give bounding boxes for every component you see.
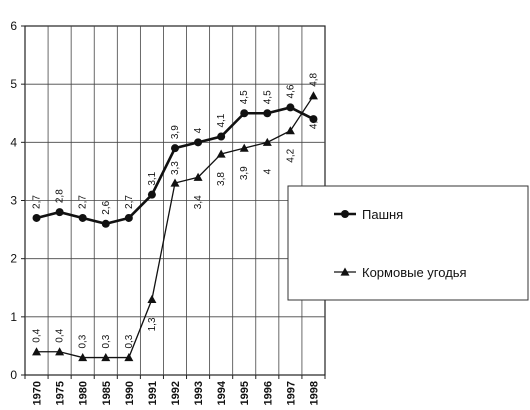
data-label: 3,9 (239, 166, 250, 180)
y-tick-label: 5 (10, 77, 17, 91)
data-label: 3,3 (170, 161, 181, 175)
x-tick-label: 1985 (101, 381, 113, 405)
series-point (171, 144, 179, 153)
series-point (240, 109, 249, 118)
data-label: 4 (262, 168, 273, 174)
data-label: 0,3 (78, 334, 89, 348)
data-label: 2,8 (55, 189, 66, 203)
data-label: 3,1 (147, 171, 158, 185)
series-point (78, 353, 88, 362)
data-label: 4,5 (262, 90, 273, 104)
x-axis: 1970 1975 1980 1985 1990 1991 1992 1993 1994 1995… (24, 375, 326, 405)
data-label: 3,9 (170, 125, 181, 139)
series-point (262, 137, 272, 146)
data-label: 2,6 (101, 200, 112, 214)
x-tick-label: 1997 (285, 381, 297, 405)
x-tick-label: 1998 (308, 381, 320, 405)
series-point (263, 109, 272, 118)
series-pashnya: 2,7 2,8 2,7 2,6 2,7 3,1 3,9 4 4,1 4,5 4,5 4,6 4,4 (32, 84, 319, 228)
legend: Пашня Кормовые угодья (287, 185, 529, 301)
series-point (216, 149, 226, 158)
data-label: 4,4 (308, 115, 319, 129)
x-tick-label: 1995 (239, 381, 251, 405)
series-point (32, 347, 42, 356)
data-label: 4 (193, 127, 204, 133)
series-point (101, 353, 111, 362)
series-point (308, 91, 318, 100)
legend-label: Кормовые угодья (362, 265, 467, 280)
legend-box (287, 185, 529, 301)
series-point (124, 353, 134, 362)
data-label: 2,7 (78, 195, 89, 209)
series-kormovye-ugodya: 0,4 0,4 0,3 0,3 0,3 1,3 3,3 3,4 3,8 3,9 4 4,2 4,8 (32, 72, 319, 362)
x-tick-label: 1996 (262, 381, 274, 405)
series-point (193, 172, 203, 181)
y-tick-label: 1 (10, 310, 17, 324)
data-label: 4,2 (285, 148, 296, 162)
series-layer: 2,7 2,8 2,7 2,6 2,73,13,9 44,14,5 4,5 4,64,40,4… (32, 72, 319, 362)
x-tick-label: 1990 (124, 381, 136, 405)
x-tick-label: 1975 (55, 381, 67, 405)
series-point (194, 138, 203, 147)
y-tick-label: 2 (10, 252, 17, 266)
legend-label: Пашня (362, 207, 403, 222)
y-tick-label: 3 (10, 194, 17, 208)
series-point (239, 143, 249, 152)
data-label: 4,8 (308, 72, 319, 86)
y-tick-label: 0 (10, 368, 17, 382)
series-point (101, 219, 110, 228)
data-label: 0,3 (124, 334, 135, 348)
series-point (78, 213, 87, 222)
series-point (55, 347, 65, 356)
data-label: 4,6 (285, 84, 296, 98)
series-point (285, 126, 295, 135)
x-tick-label: 1980 (78, 381, 90, 405)
data-label: 0,4 (55, 328, 66, 342)
data-label: 3,4 (193, 195, 204, 209)
series-point (341, 210, 349, 218)
data-label: 4,1 (216, 113, 227, 127)
y-axis: 0 1 2 3 4 5 6 (10, 19, 25, 382)
gridlines (25, 26, 325, 375)
series-point (55, 208, 64, 217)
x-tick-label: 1991 (147, 381, 159, 405)
series-point (340, 267, 350, 276)
series-point (147, 294, 157, 303)
x-tick-label: 1970 (32, 381, 44, 405)
data-label: 4,5 (239, 90, 250, 104)
y-tick-label: 4 (10, 135, 17, 149)
data-label: 1,3 (147, 317, 158, 331)
x-tick-label: 1993 (193, 381, 205, 405)
y-tick-label: 6 (10, 19, 17, 33)
x-tick-label: 1994 (216, 380, 228, 405)
series-point (147, 190, 156, 199)
data-label: 3,8 (216, 172, 227, 186)
series-point (286, 103, 295, 112)
data-label: 0,3 (101, 334, 112, 348)
series-point (309, 115, 318, 124)
data-label: 0,4 (32, 328, 43, 342)
x-tick-label: 1992 (170, 381, 182, 405)
data-label: 2,7 (124, 195, 135, 209)
series-point (170, 178, 180, 187)
series-point (32, 213, 41, 222)
series-point (217, 132, 226, 141)
series-point (124, 213, 133, 222)
data-label: 2,7 (32, 195, 43, 209)
